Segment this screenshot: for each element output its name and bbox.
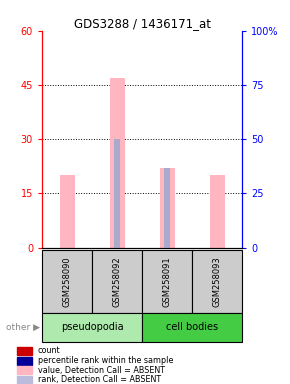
Bar (142, 313, 242, 342)
Bar (92, 250, 142, 313)
Bar (164, 168, 170, 248)
Text: GSM258091: GSM258091 (163, 256, 172, 306)
Bar (110, 78, 125, 248)
Title: GDS3288 / 1436171_at: GDS3288 / 1436171_at (74, 17, 211, 30)
Text: cell bodies: cell bodies (166, 322, 218, 333)
Text: GSM258090: GSM258090 (63, 256, 72, 306)
Bar (42, 250, 92, 313)
Bar (59, 175, 75, 248)
Bar (142, 250, 192, 313)
Bar (160, 168, 175, 248)
Text: rank, Detection Call = ABSENT: rank, Detection Call = ABSENT (38, 376, 161, 384)
Bar (192, 250, 242, 313)
Bar (17, 347, 32, 355)
Bar (210, 175, 225, 248)
Bar (17, 376, 32, 384)
Text: GSM258093: GSM258093 (213, 256, 222, 307)
Text: percentile rank within the sample: percentile rank within the sample (38, 356, 173, 365)
Text: other ▶: other ▶ (6, 323, 39, 332)
Bar (42, 313, 142, 342)
Bar (114, 139, 120, 248)
Bar (17, 366, 32, 374)
Bar (17, 357, 32, 365)
Text: GSM258092: GSM258092 (113, 256, 122, 306)
Text: pseudopodia: pseudopodia (61, 322, 123, 333)
Text: count: count (38, 346, 60, 356)
Text: value, Detection Call = ABSENT: value, Detection Call = ABSENT (38, 366, 165, 375)
